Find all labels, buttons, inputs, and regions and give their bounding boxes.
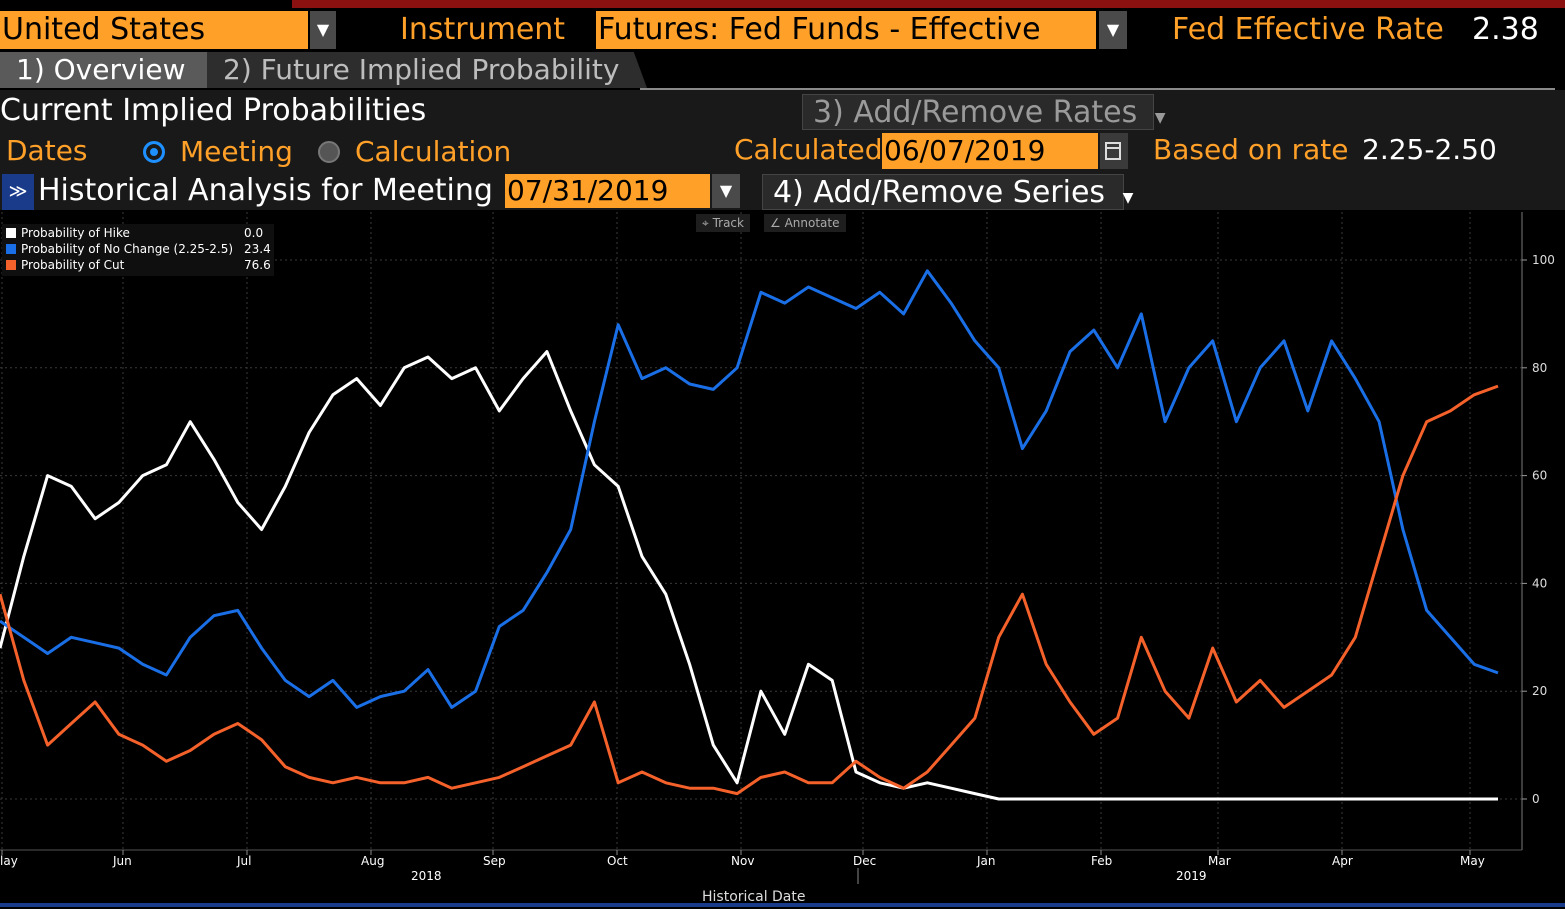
header-row: United States ▼ Instrument Futures: Fed … xyxy=(0,10,1565,50)
x-tick-label: Oct xyxy=(607,854,628,868)
instrument-dropdown-button[interactable]: ▼ xyxy=(1099,11,1127,49)
add-remove-series-label: 4) Add/Remove Series xyxy=(773,175,1106,210)
chart-legend: Probability of Hike 0.0 Probability of N… xyxy=(2,224,274,276)
fed-rate-label: Fed Effective Rate xyxy=(1172,12,1444,47)
annotate-label: Annotate xyxy=(784,216,840,230)
legend-label: Probability of No Change (2.25-2.5) xyxy=(21,242,234,256)
instrument-field[interactable]: Futures: Fed Funds - Effective xyxy=(596,11,1096,49)
y-tick-label: 100 xyxy=(1532,253,1555,267)
calendar-icon[interactable] xyxy=(1100,133,1128,169)
add-remove-rates-button[interactable]: 3) Add/Remove Rates ▼ xyxy=(802,94,1166,130)
probability-chart[interactable]: 0 20 40 60 80 100 lay Jun Jul Aug Sep Oct Nov Dec Jan F… xyxy=(0,212,1565,909)
y-tick-label: 40 xyxy=(1532,576,1547,590)
legend-label: Probability of Hike xyxy=(21,226,130,240)
calculated-date-field[interactable]: 06/07/2019 xyxy=(882,133,1098,169)
tab-future-implied-probability[interactable]: 2) Future Implied Probability xyxy=(207,52,647,88)
meeting-dropdown-button[interactable]: ▼ xyxy=(712,174,740,208)
radio-calculation-label: Calculation xyxy=(355,135,512,168)
legend-value-no-change: 23.4 xyxy=(244,242,271,256)
x-tick-label: lay xyxy=(0,854,18,868)
x-tick-label: May xyxy=(1460,854,1485,868)
legend-label: Probability of Cut xyxy=(21,258,125,272)
annotate-button[interactable]: ∠ Annotate xyxy=(764,214,846,232)
year-label: 2019 xyxy=(1176,869,1207,883)
legend-item-cut: Probability of Cut xyxy=(6,257,124,273)
series-line-hike xyxy=(0,350,1498,801)
y-tick-label: 20 xyxy=(1532,684,1547,698)
legend-swatch xyxy=(6,260,16,270)
legend-value-hike: 0.0 xyxy=(244,226,264,240)
track-label: Track xyxy=(712,216,744,230)
x-tick-label: Jun xyxy=(112,854,132,868)
x-tick-label: Mar xyxy=(1208,854,1231,868)
dates-label: Dates xyxy=(6,134,88,167)
section-title: Current Implied Probabilities xyxy=(0,93,427,128)
x-tick-label: Dec xyxy=(853,854,876,868)
legend-swatch xyxy=(6,244,16,254)
add-remove-series-button[interactable]: 4) Add/Remove Series ▼ xyxy=(762,174,1133,210)
legend-item-no-change: Probability of No Change (2.25-2.5) xyxy=(6,241,233,257)
based-on-rate-value: 2.25-2.50 xyxy=(1362,133,1497,166)
radio-meeting[interactable] xyxy=(143,141,165,163)
x-tick-label: Feb xyxy=(1091,854,1112,868)
country-dropdown-button[interactable]: ▼ xyxy=(310,11,336,49)
collapse-icon[interactable]: ≫ xyxy=(2,174,34,210)
based-on-rate-label: Based on rate xyxy=(1153,133,1349,166)
chart-area[interactable]: 0 20 40 60 80 100 lay Jun Jul Aug Sep Oct Nov Dec Jan F… xyxy=(0,212,1565,909)
x-tick-label: Aug xyxy=(361,854,384,868)
historical-analysis-label: Historical Analysis for Meeting xyxy=(38,173,493,208)
chevron-down-icon: ▼ xyxy=(1154,110,1166,126)
series-line-no-change xyxy=(0,269,1499,709)
tab-overview[interactable]: 1) Overview xyxy=(0,52,207,88)
x-tick-label: Nov xyxy=(731,854,754,868)
fed-rate-value: 2.38 xyxy=(1472,12,1539,47)
x-tick-label: Apr xyxy=(1332,854,1353,868)
y-tick-label: 0 xyxy=(1532,792,1540,806)
country-field[interactable]: United States xyxy=(0,11,308,49)
x-tick-label: Jan xyxy=(976,854,996,868)
tab-divider xyxy=(640,88,1555,90)
chevron-down-icon: ▼ xyxy=(1106,20,1120,39)
pencil-icon: ∠ xyxy=(770,216,785,230)
year-label: 2018 xyxy=(411,869,442,883)
x-tick-label: Sep xyxy=(483,854,506,868)
add-remove-rates-label: 3) Add/Remove Rates xyxy=(813,95,1138,130)
series-line-cut xyxy=(0,384,1499,796)
meeting-date-field[interactable]: 07/31/2019 xyxy=(505,174,710,208)
legend-item-hike: Probability of Hike xyxy=(6,225,130,241)
y-tick-label: 80 xyxy=(1532,361,1547,375)
calculated-label: Calculated xyxy=(734,133,883,166)
track-button[interactable]: ⌖ Track xyxy=(696,214,750,232)
top-strip xyxy=(0,0,1565,10)
chevron-down-icon: ▼ xyxy=(719,181,733,200)
tab-bar: 1) Overview 2) Future Implied Probabilit… xyxy=(0,50,1565,90)
radio-calculation[interactable] xyxy=(318,141,340,163)
x-axis-label: Historical Date xyxy=(702,889,806,905)
legend-swatch xyxy=(6,228,16,238)
crosshair-icon: ⌖ xyxy=(702,216,713,230)
instrument-label: Instrument xyxy=(400,12,566,47)
chevron-down-icon: ▼ xyxy=(316,20,330,39)
x-tick-label: Jul xyxy=(236,854,251,868)
chevron-down-icon: ▼ xyxy=(1122,190,1134,206)
legend-value-cut: 76.6 xyxy=(244,258,271,272)
radio-meeting-label: Meeting xyxy=(180,135,293,168)
y-tick-label: 60 xyxy=(1532,469,1547,483)
top-accent-bar xyxy=(292,0,1565,8)
